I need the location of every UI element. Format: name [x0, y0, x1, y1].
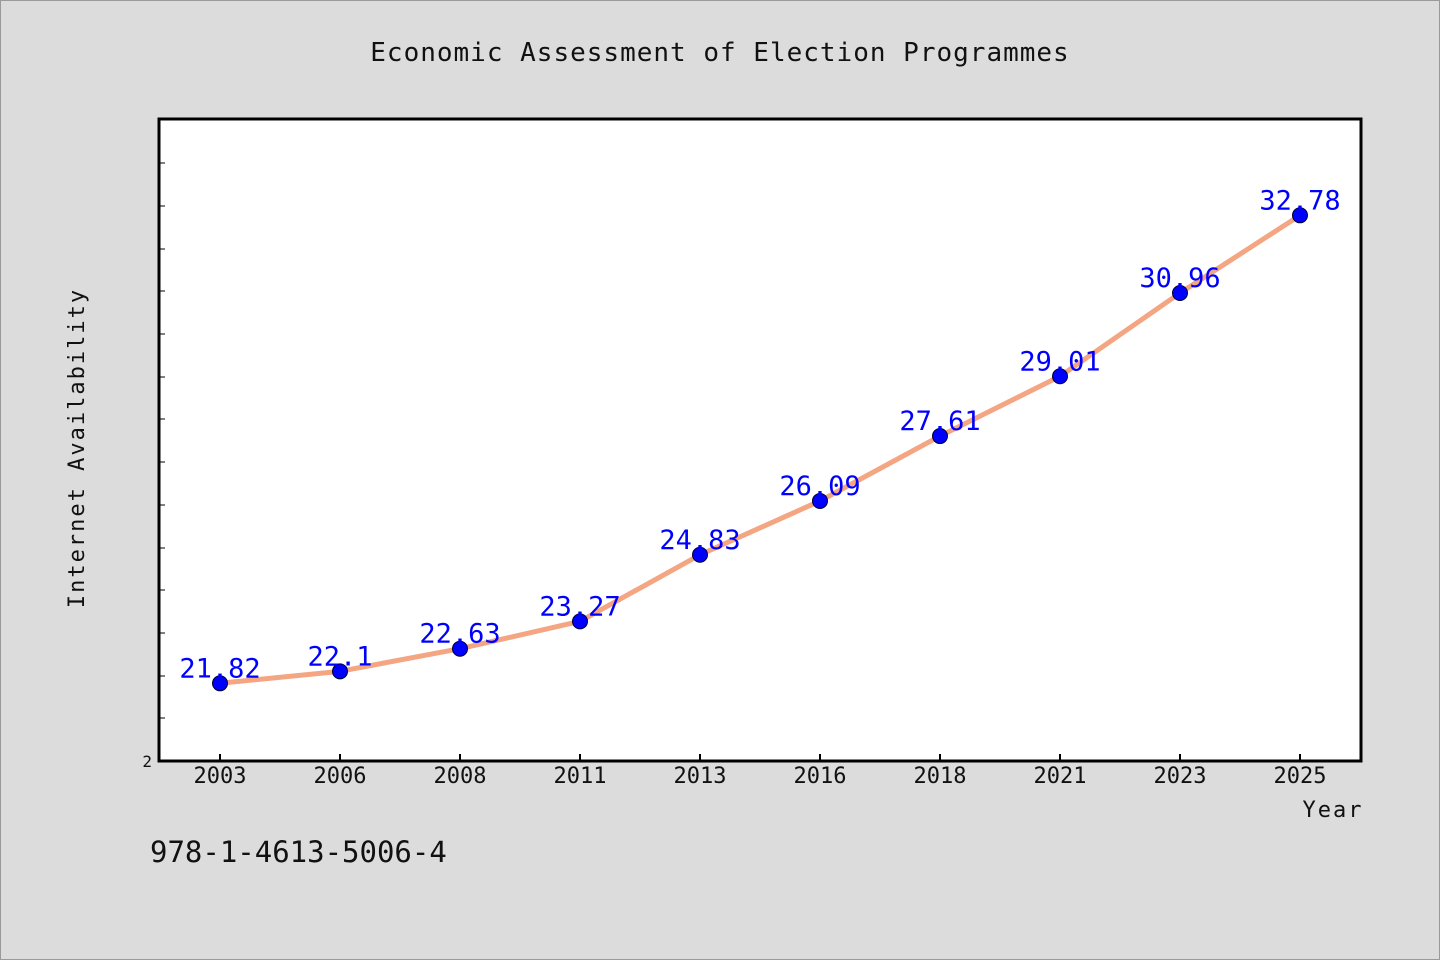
data-point: [1172, 285, 1188, 302]
y-tick-label-origin: 2: [142, 752, 152, 771]
x-tick-label: 2018: [914, 764, 967, 789]
data-label: 27.61: [899, 406, 980, 437]
data-label: 22.1: [307, 641, 372, 672]
data-label: 22.63: [419, 619, 500, 650]
data-label: 29.01: [1019, 346, 1100, 377]
x-tick-label: 2013: [674, 764, 727, 789]
chart-title: Economic Assessment of Election Programm…: [370, 38, 1069, 68]
data-point: [572, 613, 588, 630]
plot-area: [157, 117, 1363, 763]
data-label: 21.82: [179, 653, 260, 684]
x-tick-label: 2003: [194, 764, 247, 789]
data-point: [212, 675, 228, 692]
data-point: [1052, 368, 1068, 385]
data-point: [1292, 207, 1308, 224]
x-tick-label: 2023: [1154, 764, 1207, 789]
x-tick-label: 2021: [1034, 764, 1087, 789]
y-axis-ticks: [159, 162, 165, 719]
data-label: 23.27: [539, 591, 620, 622]
x-axis-ticks: 2003 2006 2008 2011 2013 2016 2018 2021 2023 2025: [194, 754, 1327, 789]
isbn-code: 978-1-4613-5006-4: [150, 835, 447, 869]
data-labels: 21.82 22.1 22.63 23.27 24.83 26.09 27.61 29.01 3…: [179, 185, 1340, 684]
data-point: [332, 663, 348, 680]
data-label: 24.83: [659, 525, 740, 556]
x-tick-label: 2006: [314, 764, 367, 789]
data-point: [812, 492, 828, 509]
x-tick-label: 2025: [1274, 764, 1327, 789]
y-axis-label: Internet Availability: [65, 288, 90, 608]
data-label: 26.09: [779, 471, 860, 502]
data-point: [692, 546, 708, 563]
x-axis-label: Year: [1303, 798, 1364, 823]
data-point: [932, 428, 948, 445]
x-tick-label: 2008: [434, 764, 487, 789]
data-markers: [212, 207, 1308, 692]
x-tick-label: 2011: [554, 764, 607, 789]
data-label: 32.78: [1259, 185, 1340, 216]
data-label: 30.96: [1139, 263, 1220, 294]
series-line: [217, 212, 1303, 686]
data-point: [452, 640, 468, 657]
x-tick-label: 2016: [794, 764, 847, 789]
